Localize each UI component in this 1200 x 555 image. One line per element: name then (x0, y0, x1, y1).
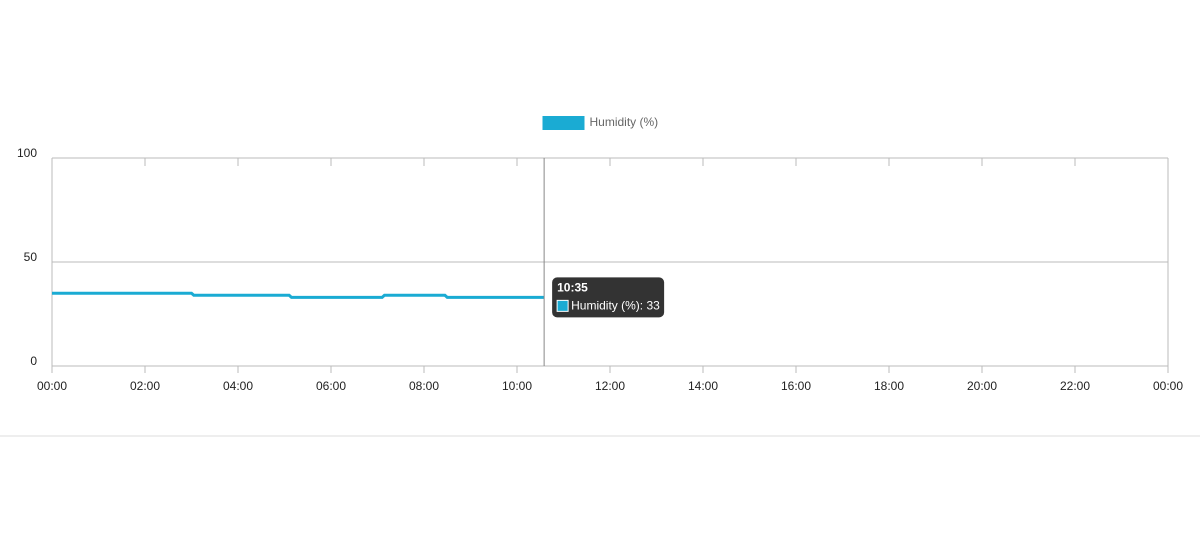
legend-swatch (542, 116, 585, 130)
tooltip-text: Humidity (%): 33 (571, 299, 660, 313)
x-tick-label: 20:00 (967, 379, 997, 393)
line (52, 291, 545, 299)
x-tick-label: 22:00 (1060, 379, 1090, 393)
y-tick-label: 100 (17, 146, 37, 160)
tooltip-box (552, 277, 665, 318)
y-tick-label: 0 (30, 354, 37, 368)
x-tick-label: 12:00 (595, 379, 625, 393)
x-tick-label: 02:00 (130, 379, 160, 393)
x-tick-label: 04:00 (223, 379, 253, 393)
x-tick-label: 06:00 (316, 379, 346, 393)
x-tick-label: 18:00 (874, 379, 904, 393)
x-tick-label: 10:00 (502, 379, 532, 393)
tooltip-title: 10:35 (557, 281, 588, 295)
tooltip-swatch (556, 299, 569, 312)
x-tick-label: 00:00 (37, 379, 67, 393)
x-tick-label: 14:00 (688, 379, 718, 393)
legend-label: Humidity (%) (590, 115, 659, 129)
x-tick-label: 16:00 (781, 379, 811, 393)
y-tick-label: 50 (24, 250, 38, 264)
x-tick-label: 00:00 (1153, 379, 1183, 393)
x-tick-label: 08:00 (409, 379, 439, 393)
